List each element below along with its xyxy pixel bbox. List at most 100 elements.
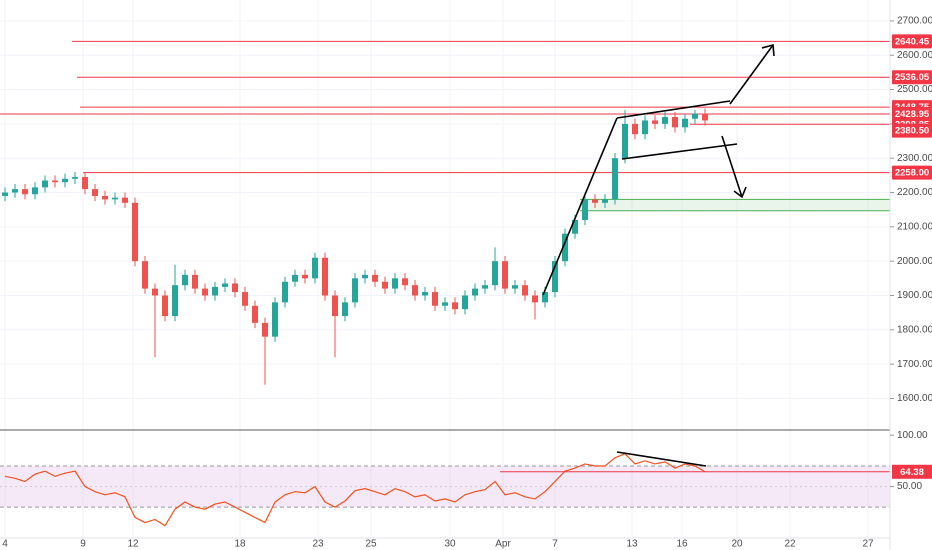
y-tick-label: 2500.00: [897, 84, 932, 95]
candle-body: [232, 283, 238, 293]
level-label-box: [892, 70, 932, 85]
level-label: 2258.00: [895, 168, 929, 179]
candle-body: [672, 117, 678, 128]
candle-body: [152, 288, 158, 296]
candle-body: [642, 120, 648, 135]
x-tick-label: 16: [676, 539, 688, 550]
rsi-label-box: [892, 464, 932, 479]
x-tick-label: Apr: [495, 539, 511, 550]
candle-body: [432, 292, 438, 306]
arrow: [729, 44, 774, 105]
candle-body: [252, 305, 258, 323]
candle-body: [532, 295, 538, 303]
candle-body: [612, 158, 618, 200]
y-tick-label: 2300.00: [897, 153, 932, 164]
candle-body: [262, 322, 268, 337]
candle-body: [382, 281, 388, 289]
candle-body: [692, 113, 698, 119]
rsi-label: 64.38: [900, 467, 924, 478]
y-tick-label: 1900.00: [897, 290, 932, 301]
candle-body: [632, 123, 638, 135]
candle-body: [182, 274, 188, 286]
candle-body: [12, 189, 18, 193]
support-zone: [580, 199, 890, 211]
x-tick-label: 25: [365, 539, 377, 550]
x-tick-label: 12: [127, 539, 139, 550]
candle-body: [622, 123, 628, 159]
candle-body: [362, 274, 368, 279]
candle-body: [122, 197, 128, 203]
candle-body: [322, 257, 328, 296]
candle-body: [442, 302, 448, 306]
candle-body: [82, 177, 88, 190]
candle-body: [682, 118, 688, 128]
candle-body: [452, 302, 458, 310]
candle-body: [482, 285, 488, 289]
candle-body: [142, 261, 148, 289]
candle-body: [462, 295, 468, 310]
y-tick-label: 2000.00: [897, 256, 932, 267]
candle-body: [492, 261, 498, 286]
candle-body: [662, 117, 668, 124]
candle-body: [562, 233, 568, 262]
candle-body: [272, 302, 278, 337]
y-tick-label: 1600.00: [897, 393, 932, 404]
candle-body: [402, 278, 408, 286]
candle-body: [172, 285, 178, 317]
candle-body: [582, 199, 588, 220]
candle-body: [332, 295, 338, 317]
candle-body: [72, 177, 78, 179]
candle-body: [522, 285, 528, 296]
arrow: [721, 135, 743, 198]
candle-body: [372, 274, 378, 282]
drawings: [542, 43, 775, 467]
candle-body: [352, 278, 358, 303]
divergence-line: [616, 451, 707, 467]
x-tick-label: 22: [784, 539, 796, 550]
candle-body: [132, 202, 138, 262]
x-tick-label: 27: [862, 539, 874, 550]
candle-body: [302, 274, 308, 279]
marks: [0, 40, 890, 527]
level-label-box: [892, 34, 932, 49]
candle-body: [572, 219, 578, 234]
candle-body: [602, 199, 608, 203]
candle-body: [652, 120, 658, 124]
candle-body: [202, 288, 208, 296]
level-label: 2428.95: [895, 109, 930, 120]
y-tick-label: 100.00: [897, 430, 928, 441]
y-tick-label: 1800.00: [897, 324, 932, 335]
candle-body: [312, 257, 318, 279]
candle-body: [282, 281, 288, 303]
candle-body: [222, 283, 228, 287]
x-tick-label: 30: [444, 539, 456, 550]
level-label-box: [892, 165, 932, 180]
y-tick-label: 2200.00: [897, 187, 932, 198]
x-tick-label: 23: [312, 539, 324, 550]
candle-body: [422, 292, 428, 296]
candle-body: [412, 285, 418, 296]
candle-body: [62, 178, 68, 183]
candle-body: [212, 286, 218, 296]
candle-body: [162, 295, 168, 317]
candle-body: [392, 278, 398, 289]
y-tick-label: 2100.00: [897, 221, 932, 232]
arrow-head: [761, 43, 775, 57]
x-tick-label: 9: [80, 539, 86, 550]
candle-body: [192, 274, 198, 289]
arrow-head: [733, 186, 747, 199]
candle-body: [592, 199, 598, 203]
rsi-line: [4, 452, 706, 527]
labels: 4 9 12 18 23 25 30 Apr 7 13 16 20 22 27 1600.00 1700.00…: [2, 16, 932, 550]
level-label: 2536.05: [895, 72, 930, 83]
y-tick-label: 50.00: [897, 481, 922, 492]
candle-body: [472, 288, 478, 296]
candle-body: [52, 180, 58, 183]
candle-body: [552, 261, 558, 293]
candle-body: [102, 195, 108, 200]
candle-body: [92, 189, 98, 196]
candle-body: [512, 285, 518, 289]
trend-line: [542, 117, 618, 296]
x-tick-label: 20: [731, 539, 743, 550]
